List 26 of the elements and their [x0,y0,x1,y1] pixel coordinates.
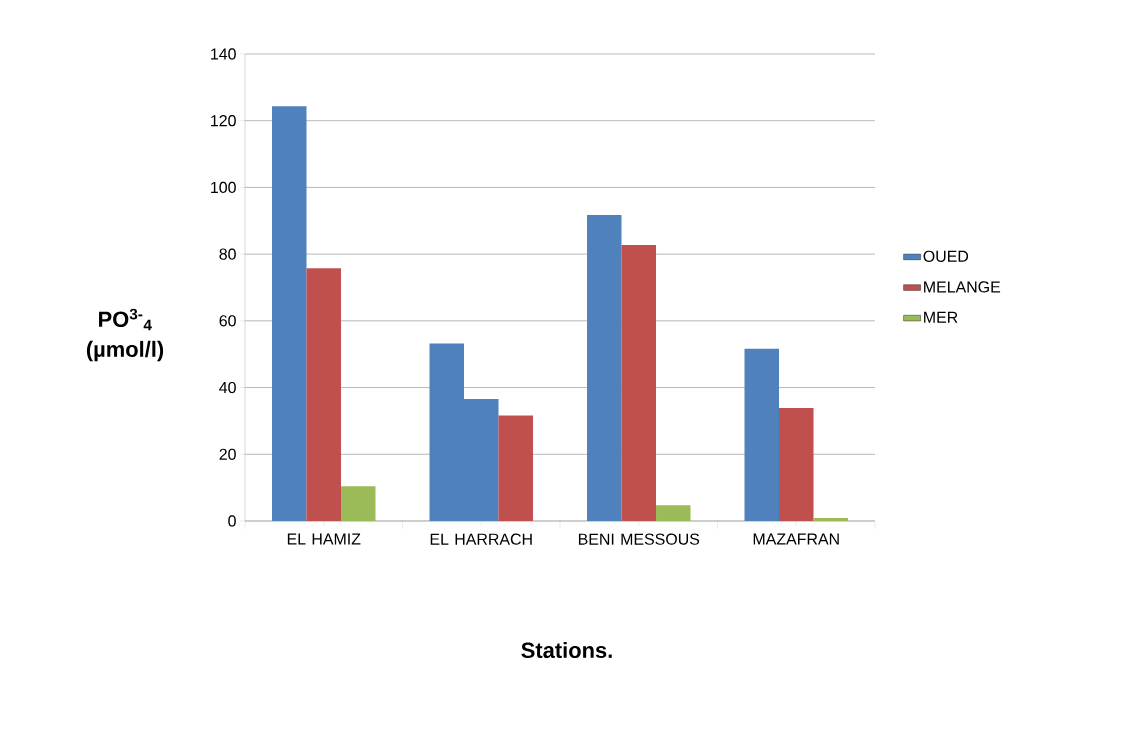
bar [813,517,849,521]
bar [306,268,342,521]
y-tick-label: 60 [219,315,236,327]
y-tick-label: 80 [219,248,236,260]
y-tick-label: 100 [211,181,236,194]
bar [779,407,814,521]
x-tick-label: EL HAMIZ [287,533,361,545]
y-tick-label: 0 [228,515,236,527]
y-tick-label: 140 [211,48,236,60]
y-axis-title: PO$^{3-}$4 (µmol/l) [86,308,164,362]
bar [587,215,622,521]
y-tick-label: 40 [219,381,236,394]
bar [656,505,691,521]
legend-label: MELANGE [924,281,1001,293]
x-tick-label: MAZAFRAN [753,533,839,545]
x-tick-label: EL HARRACH [430,533,532,545]
y-tick-label: 20 [219,448,236,460]
legend-label: MER [924,311,958,323]
bar [341,486,376,521]
y-tick-label: 120 [211,115,236,127]
x-tick-label: BENI MESSOUS [578,533,700,545]
bar [621,245,657,521]
x-axis-title: Stations. [521,641,612,659]
legend-label: OUED [923,250,969,262]
bar [272,106,307,521]
bar [744,348,780,521]
